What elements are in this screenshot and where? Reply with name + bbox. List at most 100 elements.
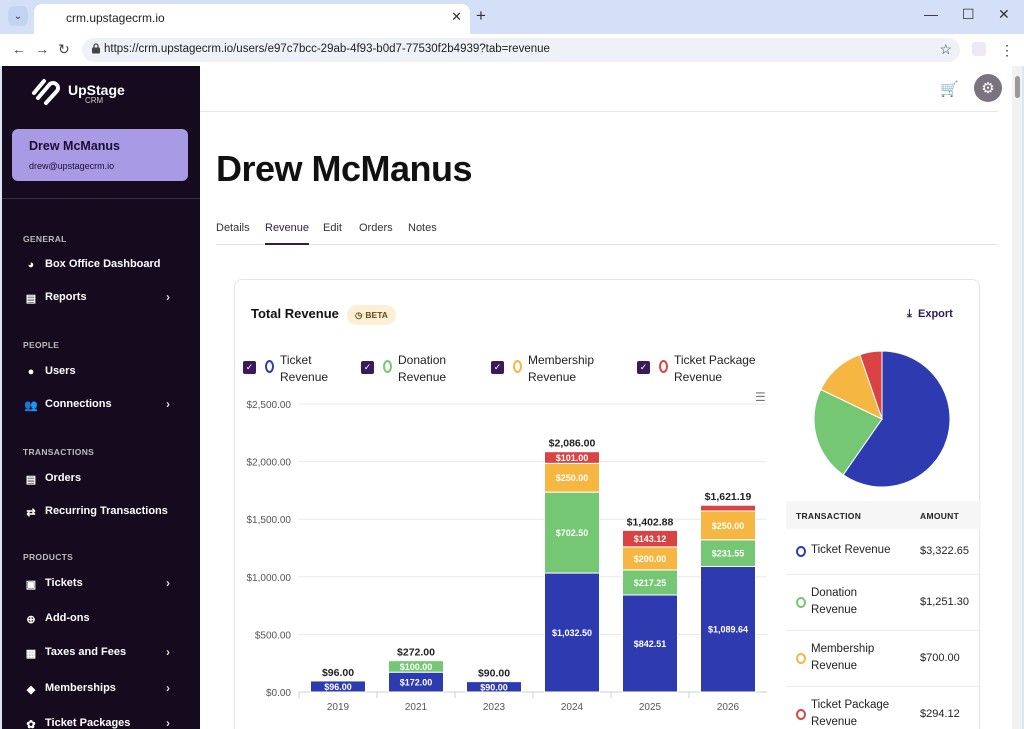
bar-data-label: $96.00 <box>324 682 352 692</box>
revenue-pie-chart <box>813 350 951 488</box>
bar-data-label: $90.00 <box>480 682 508 692</box>
sidebar-item-tickets[interactable]: ▣ Tickets › <box>24 575 184 593</box>
checkbox-checked-icon[interactable]: ✓ <box>243 361 256 374</box>
browser-tab[interactable]: crm.upstagecrm.io ✕ <box>34 4 470 34</box>
legend-label-line2: Revenue <box>398 370 447 384</box>
sidebar-item-orders[interactable]: ▤ Orders <box>24 470 184 488</box>
sidebar-item-reports[interactable]: ▤ Reports › <box>24 289 184 307</box>
bar-total-label: $96.00 <box>322 667 354 679</box>
bar-segment <box>700 565 756 693</box>
checkbox-checked-icon[interactable]: ✓ <box>361 361 374 374</box>
tab-edit[interactable]: Edit <box>323 222 342 234</box>
sidebar-item-label: Ticket Packages <box>45 717 131 729</box>
pie-slice-ticket-revenue[interactable] <box>842 350 951 488</box>
bar-segment <box>544 491 600 574</box>
row-name: Membership Revenue <box>811 641 874 675</box>
y-tick-label: $1,500.00 <box>247 515 292 526</box>
x-tick-label: 2026 <box>717 702 740 713</box>
legend-label: Ticket Package Revenue <box>674 352 756 386</box>
bar-total-label: $1,621.19 <box>705 491 752 503</box>
pie-slice-ticket-package-revenue[interactable] <box>859 350 883 420</box>
bar-total-label: $2,086.00 <box>549 438 596 450</box>
forward-icon[interactable]: → <box>35 41 49 57</box>
bar-data-label: $231.55 <box>712 549 745 559</box>
sidebar-item-connections[interactable]: 👥 Connections › <box>24 396 184 414</box>
col-amount-header: AMOUNT <box>920 511 960 521</box>
minimize-icon[interactable]: — <box>924 6 938 22</box>
tab-revenue[interactable]: Revenue <box>265 222 310 245</box>
bar-data-label: $200.00 <box>634 554 667 564</box>
bar-data-label: $250.00 <box>556 473 589 483</box>
legend-label-line1: Donation <box>398 353 447 367</box>
legend-label-line1: Membership <box>528 353 595 367</box>
beta-icon: ◷ <box>355 309 363 320</box>
export-button[interactable]: ⤓ Export <box>907 308 953 321</box>
close-tab-icon[interactable]: ✕ <box>451 9 462 24</box>
checkbox-checked-icon[interactable]: ✓ <box>637 361 650 374</box>
bar-segment <box>544 451 600 464</box>
close-window-icon[interactable]: ✕ <box>998 6 1010 22</box>
bar-data-label: $172.00 <box>400 678 433 688</box>
row-name-line2: Revenue <box>811 604 858 616</box>
tab-search-button[interactable]: ⌄ <box>8 6 28 26</box>
table-row: Ticket Revenue $3,322.65 <box>786 529 981 575</box>
checkbox-checked-icon[interactable]: ✓ <box>491 361 504 374</box>
bar-data-label: $101.00 <box>556 453 589 463</box>
page-scrollbar[interactable] <box>1012 66 1022 729</box>
sidebar-item-box-office-dashboard[interactable]: ◕ Box Office Dashboard <box>24 256 184 274</box>
sidebar-divider <box>2 198 200 199</box>
bar-segment <box>622 594 678 693</box>
back-icon[interactable]: ← <box>12 41 26 57</box>
browser-menu-icon[interactable]: ⋮ <box>1000 42 1014 58</box>
sidebar-item-taxes-and-fees[interactable]: ▦ Taxes and Fees › <box>24 644 184 662</box>
lock-icon <box>92 43 100 54</box>
sidebar-item-add-ons[interactable]: ⊕ Add-ons <box>24 610 184 628</box>
legend-ticket-revenue[interactable]: ✓ Ticket Revenue <box>243 352 353 386</box>
chart-menu-icon[interactable]: ☰ <box>755 390 766 404</box>
cart-icon[interactable]: 🛒 <box>940 81 959 98</box>
user-card[interactable]: Drew McManus drew@upstagecrm.io <box>12 129 188 181</box>
sidebar-item-users[interactable]: ● Users <box>24 363 184 381</box>
table-row: Donation Revenue $1,251.30 <box>786 575 981 631</box>
sidebar-item-memberships[interactable]: ◆ Memberships › <box>24 680 184 698</box>
bar-data-label: $143.12 <box>634 534 667 544</box>
bar-data-label: $100.00 <box>400 662 433 672</box>
new-tab-icon[interactable]: + <box>476 6 486 25</box>
tab-notes[interactable]: Notes <box>408 222 437 234</box>
browser-toolbar: ← → ↻ https://crm.upstagecrm.io/users/e9… <box>0 34 1024 66</box>
y-tick-label: $0.00 <box>266 688 291 699</box>
sidebar-item-label: Orders <box>45 472 82 484</box>
tab-details[interactable]: Details <box>216 222 250 234</box>
extension-icon[interactable] <box>972 42 986 56</box>
download-icon: ⤓ <box>907 308 912 320</box>
bar-segment <box>466 681 522 693</box>
sidebar-item-recurring-transactions[interactable]: ⇄ Recurring Transactions <box>24 503 184 521</box>
chevron-right-icon: › <box>166 290 170 304</box>
address-bar[interactable]: https://crm.upstagecrm.io/users/e97c7bcc… <box>82 38 960 62</box>
scrollbar-thumb[interactable] <box>1015 76 1020 98</box>
bookmark-star-icon[interactable]: ☆ <box>939 41 952 57</box>
tag-icon: ◆ <box>26 683 36 696</box>
bar-segment <box>700 539 756 567</box>
legend-circle-icon <box>659 360 668 373</box>
row-name-line2: Revenue <box>811 660 858 672</box>
main-content: 🛒 ⚙ Drew McManus Details Revenue Edit Or… <box>200 66 1002 729</box>
settings-gear-icon[interactable]: ⚙ <box>974 74 1002 102</box>
reload-icon[interactable]: ↻ <box>58 41 70 57</box>
legend-donation-revenue[interactable]: ✓ Donation Revenue <box>361 352 481 386</box>
url-text: https://crm.upstagecrm.io/users/e97c7bcc… <box>104 43 550 55</box>
x-tick-label: 2025 <box>639 702 662 713</box>
bar-total-label: $90.00 <box>478 668 510 680</box>
legend-membership-revenue[interactable]: ✓ Membership Revenue <box>491 352 621 386</box>
maximize-icon[interactable]: ☐ <box>962 6 975 22</box>
row-name-line1: Membership <box>811 643 875 655</box>
bar-total-label: $272.00 <box>397 647 435 659</box>
chevron-right-icon: › <box>166 681 170 695</box>
legend-ticket-package-revenue[interactable]: ✓ Ticket Package Revenue <box>637 352 777 386</box>
row-name-line1: Donation <box>811 587 858 599</box>
user-tabs: Details Revenue Edit Orders Notes <box>216 220 997 245</box>
sidebar-item-ticket-packages[interactable]: ✿ Ticket Packages › <box>24 715 184 729</box>
tab-orders[interactable]: Orders <box>359 222 393 234</box>
legend-label-line2: Revenue <box>674 370 723 384</box>
user-icon: ● <box>27 366 35 378</box>
